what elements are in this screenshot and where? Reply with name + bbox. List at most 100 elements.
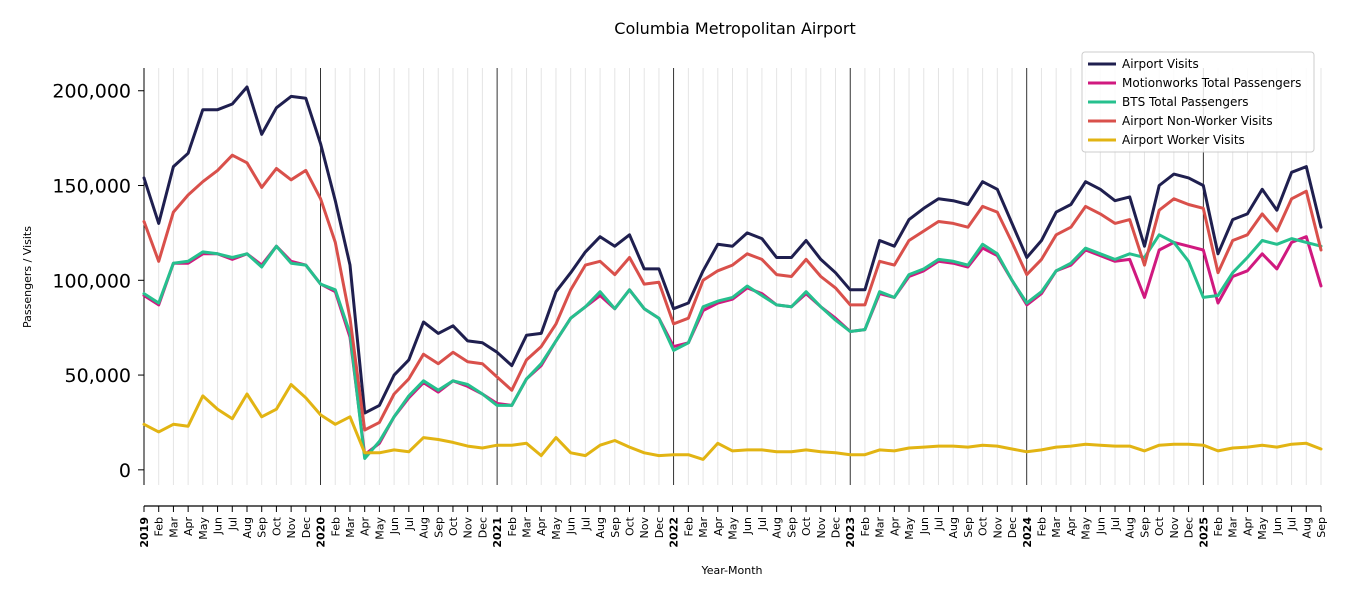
x-tick-label-month: Apr xyxy=(888,517,901,537)
x-tick-label-month: Nov xyxy=(991,517,1004,539)
x-tick-labels: 2019 Feb Mar Apr May Jun Jul Aug Sep Oct Nov Dec 202… xyxy=(138,516,1328,547)
x-tick-label-year: 2024 xyxy=(1021,517,1034,548)
x-tick-label-month: Nov xyxy=(462,517,475,539)
x-tick-label-month: Oct xyxy=(977,516,990,536)
x-tick-label-month: Dec xyxy=(829,517,842,538)
x-tick-label-month: Sep xyxy=(1315,517,1328,538)
x-tick-label-month: Aug xyxy=(594,517,607,538)
series-line-airport-worker-visits xyxy=(142,383,1323,461)
x-tick-label-month: Feb xyxy=(859,517,872,536)
x-tick-label-month: Nov xyxy=(1168,517,1181,539)
x-tick-label-month: Jun xyxy=(741,517,754,535)
x-tick-label-month: Oct xyxy=(447,516,460,536)
x-tick-label-month: Nov xyxy=(285,517,298,539)
x-tick-label-month: Aug xyxy=(771,517,784,538)
x-tick-label-month: Nov xyxy=(638,517,651,539)
x-tick-label-month: May xyxy=(1256,517,1269,540)
series-line-airport-visits xyxy=(142,85,1323,415)
x-tick-label-year: 2022 xyxy=(668,517,681,548)
axes xyxy=(138,68,1322,512)
x-tick-label-month: Sep xyxy=(432,517,445,538)
x-tick-label-month: May xyxy=(903,517,916,540)
x-tick-label-month: Jun xyxy=(1271,517,1284,535)
legend-entry: Motionworks Total Passengers xyxy=(1122,76,1301,90)
y-tick-label: 50,000 xyxy=(65,365,131,387)
x-tick-label-month: Apr xyxy=(359,517,372,537)
series-line-bts-total-passengers xyxy=(142,233,1323,460)
x-tick-label-month: Aug xyxy=(1124,517,1137,538)
x-tick-label-month: Aug xyxy=(418,517,431,538)
x-tick-label-month: Jun xyxy=(565,517,578,535)
x-tick-label-year: 2019 xyxy=(138,517,151,548)
x-tick-label-month: Feb xyxy=(682,517,695,536)
chart-title: Columbia Metropolitan Airport xyxy=(614,19,855,38)
x-tick-label-month: Jul xyxy=(579,517,592,531)
x-tick-label-month: May xyxy=(197,517,210,540)
y-tick-labels: 0 50,000 100,000 150,000 200,000 xyxy=(52,81,131,482)
x-tick-label-month: Jul xyxy=(1286,517,1299,531)
x-tick-label-month: Dec xyxy=(653,517,666,538)
x-tick-label-month: Dec xyxy=(1006,517,1019,538)
x-tick-label-year: 2021 xyxy=(491,517,504,548)
x-tick-label-month: Mar xyxy=(1050,517,1063,538)
x-tick-label-month: Apr xyxy=(182,517,195,537)
x-tick-label-month: Jun xyxy=(918,517,931,535)
x-tick-label-month: Nov xyxy=(815,517,828,539)
x-tick-label-month: May xyxy=(1080,517,1093,540)
x-tick-label-month: Oct xyxy=(270,516,283,536)
x-tick-label-month: Oct xyxy=(1153,516,1166,536)
x-tick-label-month: Feb xyxy=(153,517,166,536)
series-lines xyxy=(142,85,1323,461)
x-tick-label-month: Jul xyxy=(226,517,239,531)
x-tick-label-month: Jul xyxy=(756,517,769,531)
x-tick-label-month: Oct xyxy=(800,516,813,536)
x-tick-label-month: Apr xyxy=(712,517,725,537)
x-tick-label-month: May xyxy=(550,517,563,540)
y-tick-label: 200,000 xyxy=(52,81,131,103)
x-tick-label-month: Feb xyxy=(506,517,519,536)
x-tick-label-month: Sep xyxy=(1138,517,1151,538)
x-tick-label-month: Mar xyxy=(167,517,180,538)
y-tick-label: 0 xyxy=(119,460,131,482)
x-tick-label-month: Apr xyxy=(1241,517,1254,537)
x-tick-label-month: Oct xyxy=(624,516,637,536)
x-tick-label-month: Dec xyxy=(1183,517,1196,538)
x-tick-label-month: May xyxy=(727,517,740,540)
legend: Airport Visits Motionworks Total Passenge… xyxy=(1081,51,1315,153)
x-tick-label-month: Mar xyxy=(874,517,887,538)
x-tick-label-month: Feb xyxy=(329,517,342,536)
x-tick-label-month: Mar xyxy=(1227,517,1240,538)
x-tick-label-year: 2020 xyxy=(315,517,328,548)
x-tick-label-month: Mar xyxy=(521,517,534,538)
x-tick-label-month: Sep xyxy=(785,517,798,538)
x-tick-label-month: May xyxy=(373,517,386,540)
legend-entry: Airport Visits xyxy=(1122,57,1199,71)
x-tick-label-month: Sep xyxy=(962,517,975,538)
x-tick-label-month: Aug xyxy=(1300,517,1313,538)
x-tick-label-month: Aug xyxy=(947,517,960,538)
x-tick-label-month: Jul xyxy=(403,517,416,531)
x-tick-label-month: Jul xyxy=(1109,517,1122,531)
x-tick-label-month: Dec xyxy=(476,517,489,538)
x-tick-label-year: 2023 xyxy=(844,517,857,548)
x-tick-label-month: Apr xyxy=(1065,517,1078,537)
x-tick-label-month: Dec xyxy=(300,517,313,538)
x-tick-label-month: Jun xyxy=(388,517,401,535)
x-tick-label-month: Aug xyxy=(241,517,254,538)
x-axis-label: Year-Month xyxy=(700,564,762,577)
x-tick-label-month: Feb xyxy=(1035,517,1048,536)
x-tick-label-month: Mar xyxy=(697,517,710,538)
legend-entry: Airport Worker Visits xyxy=(1122,133,1245,147)
x-tick-label-month: Apr xyxy=(535,517,548,537)
series-line-airport-non-worker-visits xyxy=(142,153,1323,432)
y-tick-label: 100,000 xyxy=(52,270,131,292)
x-tick-label-month: Jun xyxy=(1094,517,1107,535)
legend-entry: Airport Non-Worker Visits xyxy=(1122,114,1273,128)
x-tick-label-month: Feb xyxy=(1212,517,1225,536)
x-tick-label-year: 2025 xyxy=(1197,517,1210,548)
x-tick-label-month: Jun xyxy=(212,517,225,535)
x-tick-label-month: Sep xyxy=(609,517,622,538)
x-tick-label-month: Sep xyxy=(256,517,269,538)
y-tick-label: 150,000 xyxy=(52,176,131,198)
